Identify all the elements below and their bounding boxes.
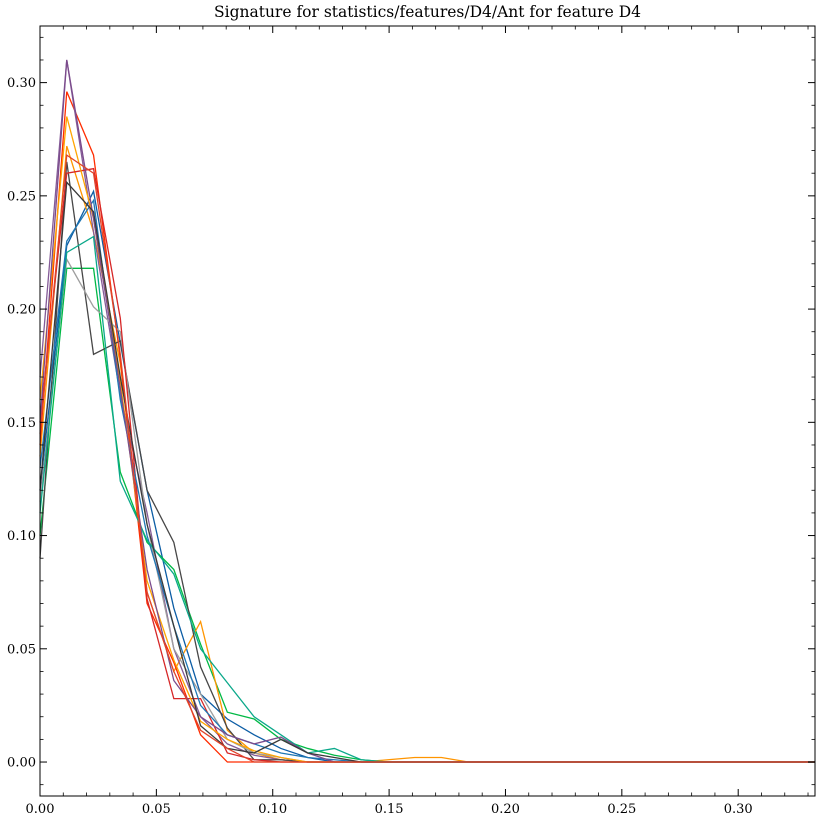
x-tick-label: 0.10 [258, 802, 287, 817]
series-line-5 [39, 59, 815, 763]
series-line-1 [39, 189, 815, 763]
y-tick-label: 0.00 [7, 756, 36, 771]
series-line-4 [39, 91, 815, 763]
x-tick-label: 0.25 [607, 802, 636, 817]
y-tick-label: 0.15 [7, 416, 36, 431]
series-line-13 [39, 180, 815, 763]
y-tick-label: 0.30 [7, 76, 36, 91]
y-tick-label: 0.10 [7, 529, 36, 544]
y-tick-label: 0.20 [7, 303, 36, 318]
chart-title: Signature for statistics/features/D4/Ant… [214, 3, 641, 21]
series-line-7 [39, 257, 815, 763]
y-tick-label: 0.05 [7, 642, 36, 657]
x-tick-label: 0.30 [724, 802, 753, 817]
x-tick-label: 0.00 [26, 802, 55, 817]
series-line-14 [39, 153, 815, 763]
axes-frame [39, 25, 816, 797]
x-tick-label: 0.15 [375, 802, 404, 817]
x-tick-label: 0.05 [142, 802, 171, 817]
series-line-6 [39, 161, 815, 763]
series-line-11 [39, 116, 815, 763]
series-line-9 [39, 198, 815, 763]
y-tick-label: 0.25 [7, 189, 36, 204]
series-line-2 [39, 267, 815, 763]
series-line-8 [39, 167, 815, 763]
x-tick-label: 0.20 [491, 802, 520, 817]
series-line-12 [39, 59, 815, 763]
series-line-3 [39, 145, 815, 763]
series-line-10 [39, 235, 815, 763]
